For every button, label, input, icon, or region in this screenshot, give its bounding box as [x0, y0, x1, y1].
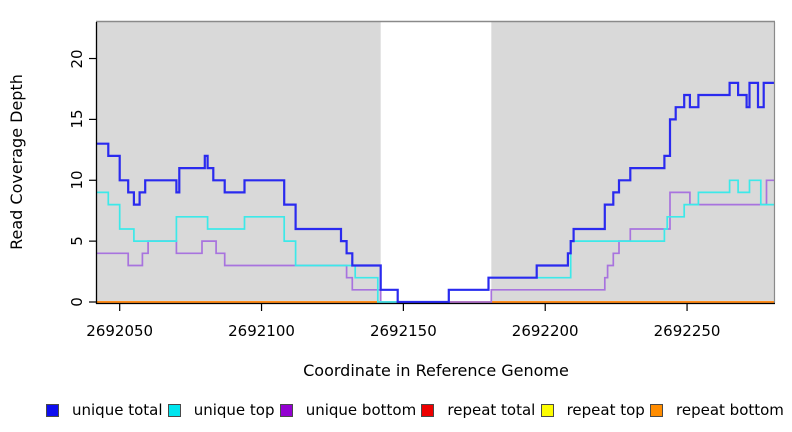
legend-label: unique total [72, 401, 163, 419]
legend-swatch-icon [650, 403, 664, 417]
legend-item-unique-total: unique total [46, 401, 163, 419]
legend-label: repeat top [566, 401, 645, 419]
legend-label: repeat bottom [676, 401, 784, 419]
x-tick-label: 2692050 [86, 322, 154, 340]
legend-label: unique bottom [305, 401, 417, 419]
x-tick-label: 2692250 [653, 322, 721, 340]
legend-swatch-icon [540, 403, 554, 417]
y-tick-label: 0 [68, 297, 86, 307]
legend-item-unique-top: unique top [167, 401, 275, 419]
legend-swatch-icon [421, 403, 435, 417]
legend: unique total unique top unique bottom repea… [46, 401, 784, 419]
legend-swatch-icon [279, 403, 293, 417]
legend-swatch-icon [167, 403, 181, 417]
legend-item-repeat-top: repeat top [540, 401, 645, 419]
legend-swatch-icon [46, 403, 59, 417]
x-tick-label: 2692150 [369, 322, 437, 340]
legend-label: repeat total [447, 401, 536, 419]
x-tick-label: 2692100 [228, 322, 295, 340]
y-tick-label: 20 [68, 48, 86, 69]
y-tick-label: 10 [68, 170, 86, 190]
unshaded-region [380, 22, 492, 303]
series-line-unique-total [97, 81, 775, 304]
legend-label: unique top [193, 401, 275, 419]
y-axis-title: Read Coverage Depth [7, 74, 26, 250]
x-axis-title: Coordinate in Reference Genome [303, 361, 569, 380]
legend-item-repeat-total: repeat total [421, 401, 535, 419]
y-tick-label: 15 [68, 109, 86, 129]
y-tick-label: 5 [68, 236, 86, 246]
legend-item-repeat-bottom: repeat bottom [650, 401, 784, 419]
x-tick-label: 2692200 [511, 322, 579, 340]
legend-item-unique-bottom: unique bottom [279, 401, 417, 419]
